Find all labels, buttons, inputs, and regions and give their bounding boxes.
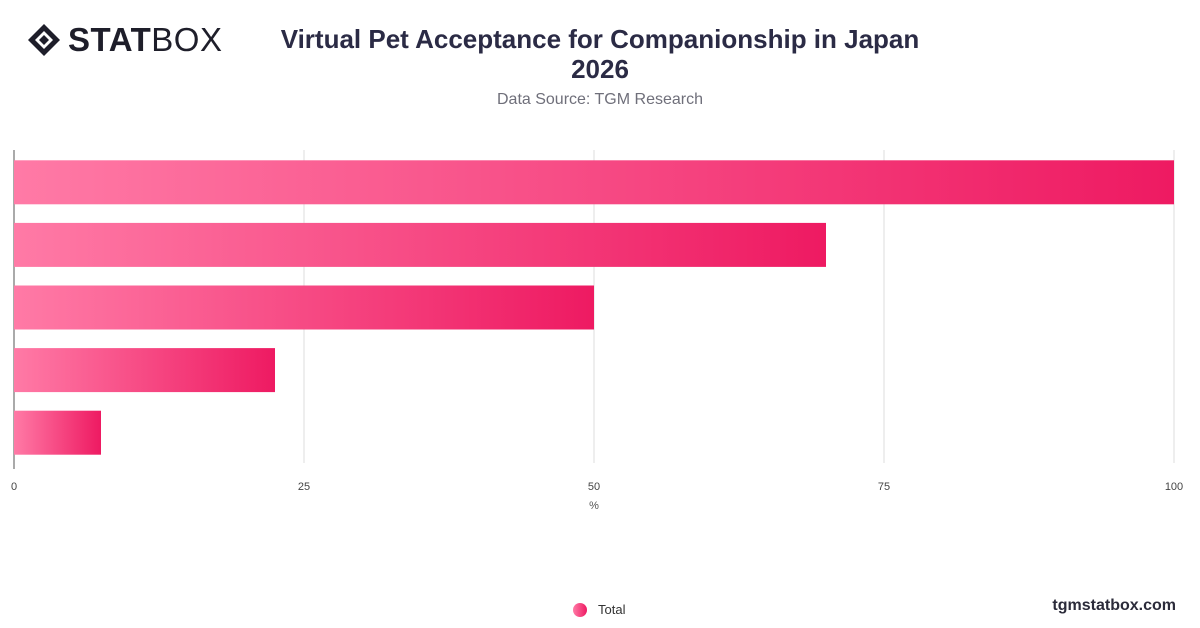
- legend-item-total[interactable]: Total: [573, 602, 625, 617]
- bar-chart: 0 25 50 75 100%: [11, 150, 1183, 512]
- chart-subtitle: Data Source: TGM Research: [496, 91, 703, 108]
- statbox-logo: STATBOX: [26, 22, 222, 58]
- bar-total: [14, 410, 101, 455]
- logo-wordmark-bold: STAT: [68, 21, 152, 58]
- chart-title-line-1: Virtual Pet Acceptance for Companionship…: [280, 24, 920, 54]
- x-tick-label: 100: [1165, 481, 1183, 493]
- x-tick-label: 25: [298, 481, 310, 493]
- bar-total: [14, 222, 826, 267]
- bar-total: [14, 285, 594, 330]
- bar-total: [14, 160, 1174, 205]
- logo-wordmark: STATBOX: [68, 22, 222, 58]
- legend-label: Total: [598, 602, 626, 617]
- legend-marker: [573, 602, 587, 617]
- chart-title-line-2: 2026: [571, 54, 629, 84]
- bar-total: [14, 348, 275, 393]
- x-tick-label: 50: [588, 481, 600, 493]
- footer-url[interactable]: tgmstatbox.com: [1052, 597, 1176, 614]
- chart-title: Virtual Pet Acceptance for Companionship…: [0, 24, 1200, 84]
- x-tick-label: 0: [11, 481, 17, 493]
- x-tick-label: 75: [878, 481, 890, 493]
- logo-wordmark-light: BOX: [151, 21, 223, 58]
- x-axis-label: %: [589, 500, 599, 512]
- statbox-diamond-icon: [28, 24, 60, 56]
